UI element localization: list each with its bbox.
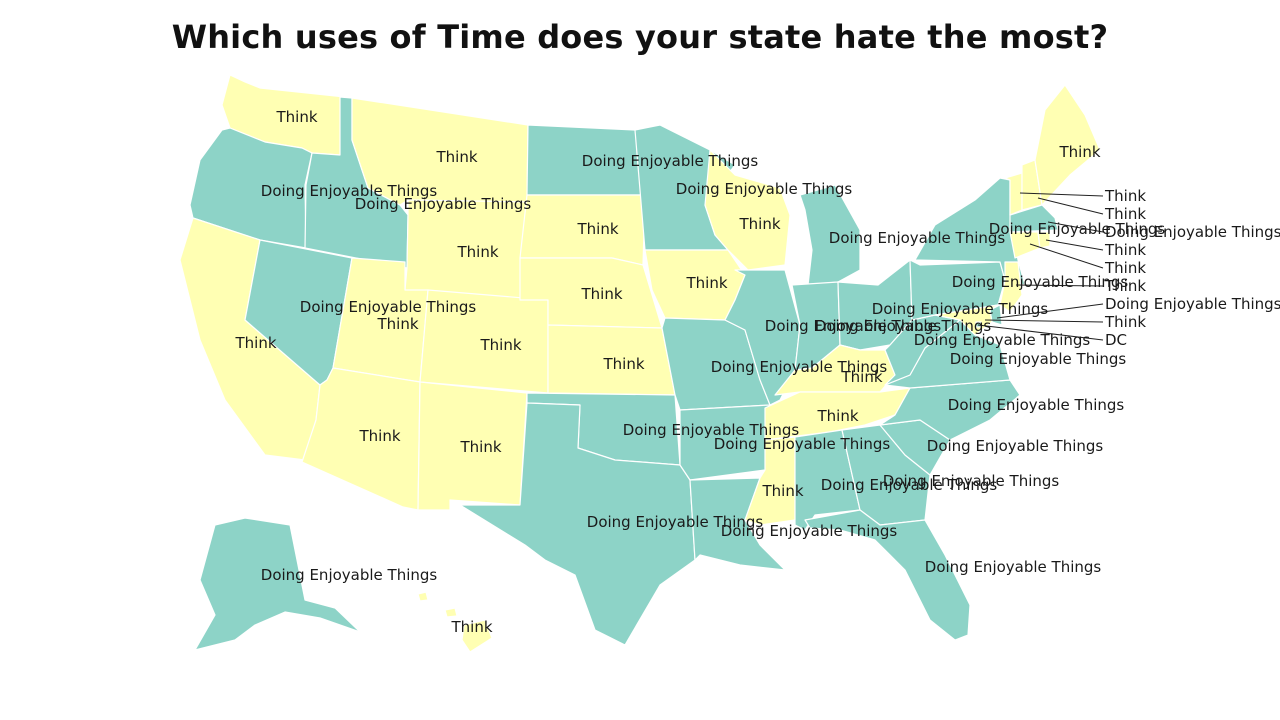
label-WY: Think (456, 243, 498, 261)
label-NV: Doing Enjoyable Things (300, 298, 477, 316)
leader-nj (1015, 284, 1104, 287)
label-SD: Think (576, 220, 618, 238)
label-SC: Doing Enjoyable Things (927, 437, 1104, 455)
leader-vt (1019, 192, 1104, 197)
label-MO: Doing Enjoyable Things (711, 358, 888, 376)
label-TN: Think (816, 407, 858, 425)
label-LA: Doing Enjoyable Things (721, 522, 898, 540)
label-NY: Doing Enjoyable Things (989, 220, 1166, 238)
label-GA: Doing Enjoyable Things (883, 472, 1060, 490)
label-KY: Think (840, 368, 882, 386)
state-HI[interactable] (461, 619, 493, 653)
leader-de (996, 303, 1104, 319)
state-FL[interactable] (804, 509, 971, 641)
state-DC[interactable] (975, 321, 982, 328)
leader-ct (1029, 243, 1104, 269)
state-PA[interactable] (909, 259, 1006, 321)
callout-label-de: Doing Enjoyable Things (1105, 295, 1280, 313)
map-title: Which uses of Time does your state hate … (171, 18, 1109, 56)
leader-nh (1037, 197, 1104, 215)
callout-label-dc: DC (1105, 331, 1127, 349)
callout-label-nh: Think (1104, 205, 1146, 223)
label-AR: Doing Enjoyable Things (714, 435, 891, 453)
label-AL: Doing Enjoyable Things (821, 476, 998, 494)
label-IL: Doing Enjoyable Things (765, 317, 942, 335)
state-NC[interactable] (879, 379, 1021, 441)
leader-ri (1045, 239, 1104, 251)
label-ND: Doing Enjoyable Things (582, 152, 759, 170)
label-AK: Doing Enjoyable Things (261, 566, 438, 584)
label-ID: Doing Enjoyable Things (355, 195, 532, 213)
leader-md (984, 319, 1104, 323)
label-IN: Doing Enjoyable Things (815, 317, 992, 335)
label-CO: Think (479, 336, 521, 354)
label-NM: Think (459, 438, 501, 456)
state-AK[interactable] (194, 517, 361, 651)
callout-label-nj: Think (1104, 277, 1146, 295)
state-TX[interactable] (459, 402, 696, 646)
label-FL: Doing Enjoyable Things (925, 558, 1102, 576)
callout-leader-lines (977, 192, 1104, 341)
label-OK: Doing Enjoyable Things (623, 421, 800, 439)
label-VA: Doing Enjoyable Things (950, 350, 1127, 368)
label-OR: Doing Enjoyable Things (261, 182, 438, 200)
label-MS: Think (761, 482, 803, 500)
label-ME: Think (1058, 143, 1100, 161)
leader-dc (977, 324, 1104, 341)
callout-label-ma: Doing Enjoyable Things (1105, 223, 1280, 241)
label-NE: Think (580, 285, 622, 303)
label-NC: Doing Enjoyable Things (948, 396, 1125, 414)
callout-label-md: Think (1104, 313, 1146, 331)
label-UT: Think (376, 315, 418, 333)
label-IA: Think (685, 274, 727, 292)
label-TX: Doing Enjoyable Things (587, 513, 764, 531)
label-WA: Think (275, 108, 317, 126)
label-WV: Doing Enjoyable Things (914, 331, 1091, 349)
state-HI-small1[interactable] (444, 607, 458, 618)
label-AZ: Think (358, 427, 400, 445)
callout-label-ri: Think (1104, 241, 1146, 259)
label-WI: Think (738, 215, 780, 233)
state-HI-small2[interactable] (417, 591, 429, 602)
label-HI: Think (450, 618, 492, 636)
label-OH: Doing Enjoyable Things (872, 300, 1049, 318)
callout-label-vt: Think (1104, 187, 1146, 205)
state-IL[interactable] (724, 269, 801, 406)
label-CA: Think (234, 334, 276, 352)
label-KS: Think (602, 355, 644, 373)
label-MT: Think (435, 148, 477, 166)
state-MD[interactable] (934, 304, 999, 336)
state-WI[interactable] (704, 149, 791, 271)
label-PA: Doing Enjoyable Things (952, 273, 1129, 291)
label-MN: Doing Enjoyable Things (676, 180, 853, 198)
leader-ma (1047, 221, 1104, 233)
state-RI[interactable] (1037, 231, 1051, 249)
label-MI: Doing Enjoyable Things (829, 229, 1006, 247)
callout-label-ct: Think (1104, 259, 1146, 277)
state-NJ[interactable] (999, 261, 1023, 313)
